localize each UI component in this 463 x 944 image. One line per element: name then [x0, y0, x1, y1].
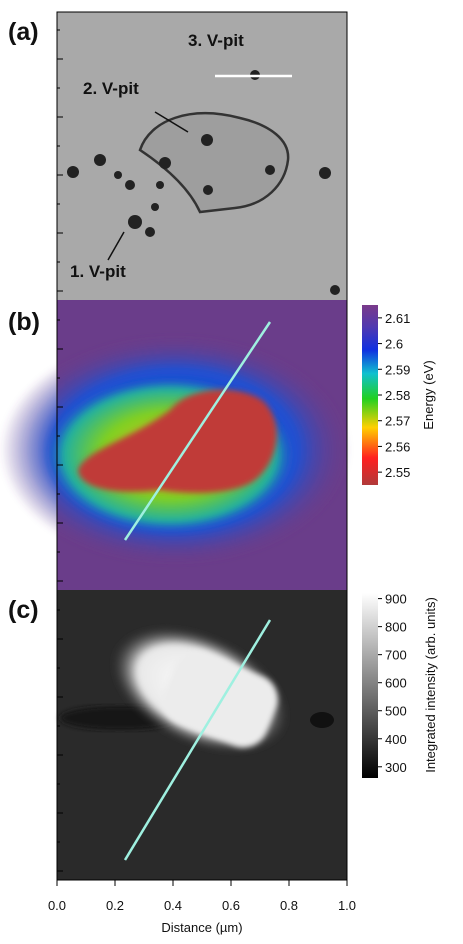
colorbar-tick-label: 2.58 [385, 388, 410, 403]
colorbar-tick-label: 2.55 [385, 465, 410, 480]
intensity-map [57, 590, 347, 880]
colorbar-tick-label: 2.61 [385, 311, 410, 326]
colorbar-tick-label: 700 [385, 648, 407, 663]
panel-label: (a) [8, 18, 39, 46]
annotation: 2. V-pit [83, 79, 139, 98]
panel-label: (b) [8, 308, 40, 336]
x-tick-label: 1.0 [338, 898, 356, 913]
energy-map [0, 300, 350, 590]
colorbar-label: Integrated intensity (arb. units) [423, 597, 438, 773]
sem-image [57, 12, 347, 300]
colorbar-tick-label: 400 [385, 732, 407, 747]
colorbar-label: Energy (eV) [421, 360, 436, 429]
x-tick-label: 0.0 [48, 898, 66, 913]
annotation: 3. V-pit [188, 31, 244, 50]
colorbar-tick-label: 800 [385, 620, 407, 635]
colorbar [362, 305, 378, 485]
panel-label: (c) [8, 596, 39, 624]
x-tick-label: 0.8 [280, 898, 298, 913]
x-axis-label: Distance (µm) [161, 920, 242, 935]
x-tick-label: 0.6 [222, 898, 240, 913]
x-tick-label: 0.4 [164, 898, 182, 913]
colorbar-tick-label: 2.56 [385, 439, 410, 454]
x-tick-label: 0.2 [106, 898, 124, 913]
colorbar-tick-label: 500 [385, 704, 407, 719]
colorbar-tick-label: 2.57 [385, 414, 410, 429]
colorbar-tick-label: 600 [385, 676, 407, 691]
colorbar-tick-label: 900 [385, 592, 407, 607]
colorbar-tick-label: 2.59 [385, 362, 410, 377]
annotation: 1. V-pit [70, 262, 126, 281]
colorbar-tick-label: 300 [385, 760, 407, 775]
colorbar [362, 593, 378, 778]
colorbar-tick-label: 2.6 [385, 337, 403, 352]
